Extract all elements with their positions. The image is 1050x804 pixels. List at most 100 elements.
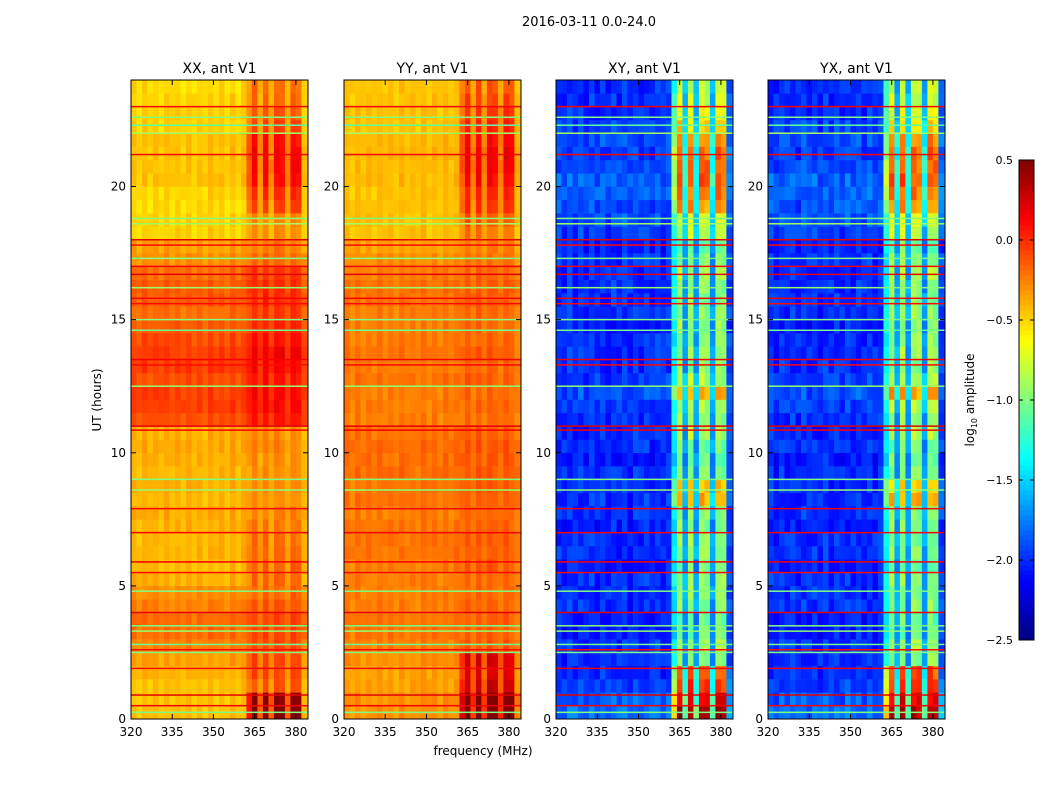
heatmap-cell (627, 107, 633, 121)
heatmap-cell (498, 373, 504, 387)
heatmap-cell (693, 133, 699, 147)
flag-line (344, 287, 521, 289)
heatmap-cell (556, 479, 562, 493)
heatmap-cell (454, 439, 460, 453)
heatmap-cell (699, 80, 705, 94)
heatmap-cell (487, 213, 493, 227)
heatmap-cell (600, 240, 606, 254)
heatmap-cell (688, 546, 694, 560)
heatmap-cell (290, 346, 296, 360)
heatmap-cell (142, 546, 148, 560)
heatmap-cell (660, 133, 666, 147)
heatmap-cell (638, 213, 644, 227)
heatmap-cell (470, 626, 476, 640)
flag-line (344, 106, 521, 108)
heatmap-cell (509, 93, 515, 107)
heatmap-cell (616, 253, 622, 267)
heatmap-cell (622, 533, 628, 547)
heatmap-cell (567, 147, 573, 161)
heatmap-cell (241, 400, 247, 414)
heatmap-cell (180, 573, 186, 587)
heatmap-cell (366, 439, 372, 453)
heatmap-cell (437, 533, 443, 547)
heatmap-cell (131, 573, 137, 587)
heatmap-cell (454, 639, 460, 653)
heatmap-cell (252, 453, 258, 467)
heatmap-cell (699, 346, 705, 360)
heatmap-cell (415, 639, 421, 653)
heatmap-cell (671, 400, 677, 414)
heatmap-cell (246, 679, 252, 693)
flag-line (344, 154, 521, 156)
heatmap-cell (246, 652, 252, 666)
heatmap-cell (682, 293, 688, 307)
heatmap-cell (611, 466, 617, 480)
heatmap-cell (572, 652, 578, 666)
heatmap-cell (688, 107, 694, 121)
heatmap-cell (509, 426, 515, 440)
heatmap-cell (186, 386, 192, 400)
heatmap-cell (721, 240, 727, 254)
heatmap-cell (562, 333, 568, 347)
heatmap-cell (268, 360, 274, 374)
heatmap-cell (366, 400, 372, 414)
heatmap-cell (514, 107, 521, 121)
heatmap-cell (688, 333, 694, 347)
heatmap-cell (649, 400, 655, 414)
heatmap-cell (153, 386, 159, 400)
heatmap-cell (622, 173, 628, 187)
heatmap-cell (682, 226, 688, 240)
heatmap-cell (432, 573, 438, 587)
heatmap-cell (164, 546, 170, 560)
heatmap-cell (382, 599, 388, 613)
flag-line (344, 319, 521, 321)
heatmap-cell (263, 533, 269, 547)
heatmap-cell (213, 360, 219, 374)
heatmap-cell (213, 266, 219, 280)
heatmap-cell (213, 80, 219, 94)
heatmap-cell (583, 107, 589, 121)
heatmap-cell (432, 439, 438, 453)
heatmap-cell (377, 479, 383, 493)
heatmap-cell (175, 360, 181, 374)
heatmap-cell (481, 413, 487, 427)
heatmap-cell (611, 200, 617, 214)
heatmap-cell (556, 626, 562, 640)
heatmap-cell (219, 413, 225, 427)
heatmap-cell (263, 133, 269, 147)
heatmap-cell (470, 400, 476, 414)
heatmap-cell (371, 120, 377, 134)
heatmap-cell (147, 320, 153, 334)
heatmap-cell (257, 160, 263, 174)
heatmap-cell (393, 413, 399, 427)
heatmap-cell (622, 373, 628, 387)
heatmap-cell (589, 346, 595, 360)
heatmap-cell (605, 147, 611, 161)
heatmap-cell (257, 293, 263, 307)
heatmap-cell (186, 293, 192, 307)
heatmap-cell (605, 360, 611, 374)
heatmap-cell (246, 320, 252, 334)
heatmap-cell (186, 226, 192, 240)
heatmap-cell (285, 400, 291, 414)
heatmap-cell (355, 346, 361, 360)
heatmap-cell (671, 187, 677, 201)
heatmap-cell (710, 160, 716, 174)
heatmap-cell (660, 93, 666, 107)
heatmap-cell (644, 173, 650, 187)
heatmap-cell (682, 240, 688, 254)
heatmap-cell (710, 266, 716, 280)
heatmap-cell (638, 120, 644, 134)
heatmap-cell (274, 107, 280, 121)
heatmap-cell (410, 133, 416, 147)
heatmap-cell (622, 120, 628, 134)
heatmap-cell (285, 479, 291, 493)
heatmap-cell (219, 200, 225, 214)
heatmap-cell (153, 173, 159, 187)
heatmap-cell (465, 586, 471, 600)
heatmap-cell (344, 466, 350, 480)
heatmap-cell (644, 333, 650, 347)
heatmap-cell (699, 533, 705, 547)
heatmap-cell (715, 400, 721, 414)
heatmap-cell (627, 240, 633, 254)
